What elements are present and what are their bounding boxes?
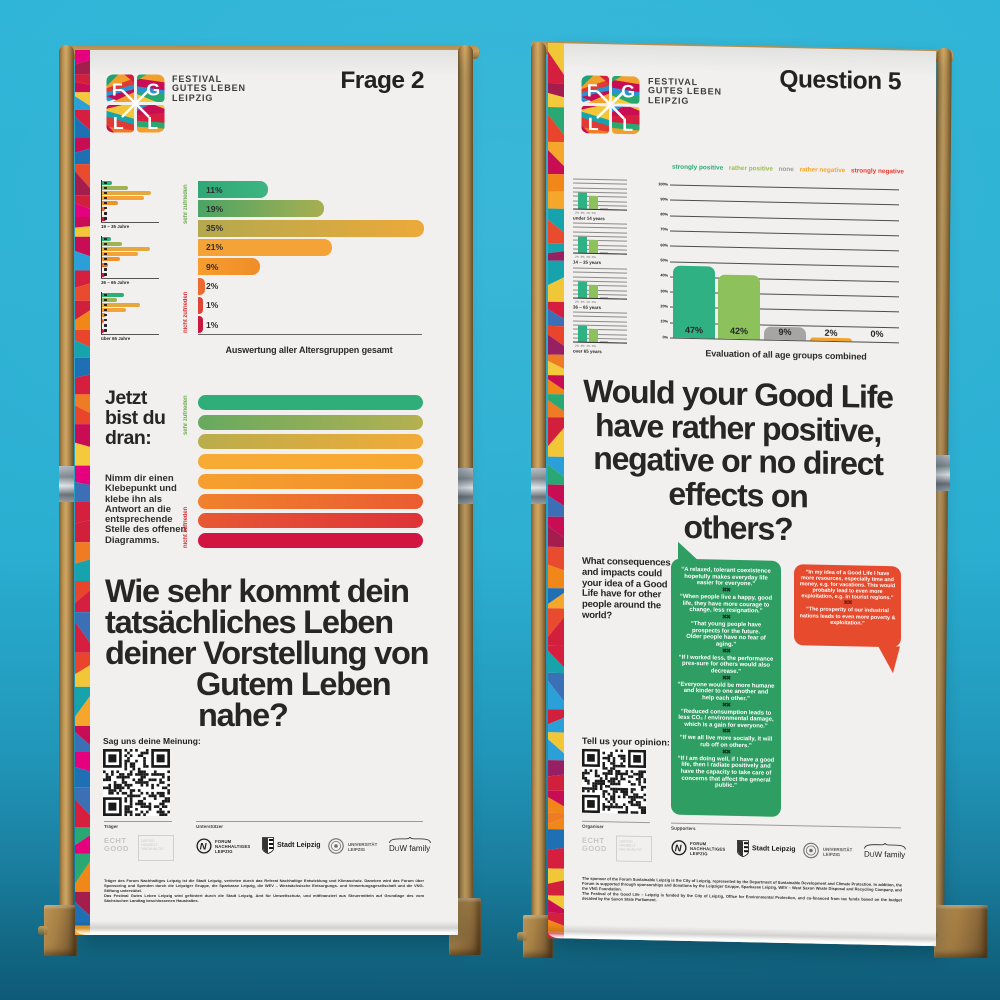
svg-text:N: N [200,842,208,853]
svg-text:L: L [622,115,633,135]
svg-text:F: F [587,80,598,100]
svg-text:G: G [146,80,160,100]
svg-text:L: L [588,114,599,134]
svg-text:G: G [621,81,635,101]
svg-text:N: N [675,843,683,854]
svg-text:L: L [113,113,124,133]
svg-text:L: L [147,113,158,133]
svg-text:F: F [112,80,123,100]
